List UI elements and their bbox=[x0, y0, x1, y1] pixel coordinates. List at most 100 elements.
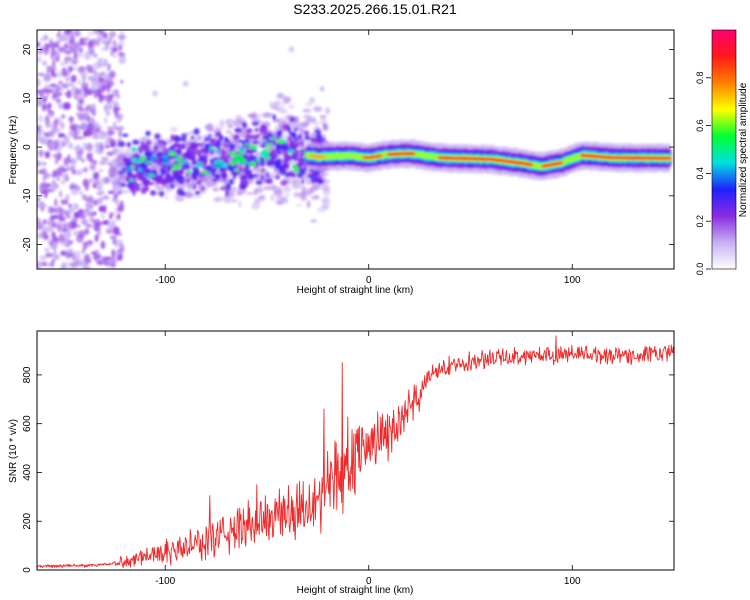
spectral-cell bbox=[262, 140, 268, 143]
spectral-cell bbox=[316, 178, 325, 185]
spectral-cell bbox=[121, 190, 130, 194]
spectral-cell bbox=[260, 144, 266, 148]
spectral-cell bbox=[118, 56, 127, 65]
y-tick-label: 600 bbox=[22, 415, 33, 432]
spectral-cell bbox=[37, 98, 43, 107]
spectral-cell bbox=[55, 168, 63, 177]
spectral-cell bbox=[64, 50, 72, 55]
spectral-cell bbox=[92, 134, 100, 140]
y-tick-label: -10 bbox=[22, 188, 33, 203]
spectral-cell bbox=[233, 134, 240, 140]
spectral-cell bbox=[261, 168, 266, 172]
spectral-cell bbox=[253, 188, 259, 196]
spectral-cell bbox=[117, 213, 121, 220]
spectral-cell bbox=[269, 171, 278, 176]
spectral-cell bbox=[219, 186, 227, 191]
spectral-cell bbox=[183, 166, 191, 170]
spectral-cell bbox=[163, 138, 171, 142]
spectral-cell bbox=[182, 80, 189, 87]
spectral-cell bbox=[313, 106, 323, 112]
spectral-cell bbox=[89, 163, 95, 170]
spectral-cell bbox=[234, 127, 243, 133]
spectral-cell bbox=[96, 192, 103, 196]
spectral-cell bbox=[83, 51, 92, 60]
spectral-cell bbox=[100, 62, 107, 68]
spectral-cell bbox=[82, 241, 88, 250]
spectral-cell bbox=[215, 149, 221, 154]
spectral-cell bbox=[231, 186, 237, 193]
spectral-cell bbox=[92, 199, 99, 206]
spectral-cell bbox=[666, 156, 672, 160]
spectral-cell bbox=[126, 182, 134, 189]
spectral-cell bbox=[62, 45, 67, 54]
spectral-cell bbox=[47, 102, 52, 109]
spectral-cell bbox=[188, 151, 193, 158]
spectral-cell bbox=[49, 215, 54, 220]
spectral-cell bbox=[63, 34, 69, 42]
spectral-cell bbox=[94, 149, 103, 154]
spectral-cell bbox=[192, 161, 197, 165]
spectral-cell bbox=[96, 127, 100, 134]
spectral-cell bbox=[275, 145, 281, 152]
snr-series-line bbox=[37, 335, 674, 569]
spectral-cell bbox=[181, 164, 185, 172]
spectral-cell bbox=[122, 157, 129, 163]
spectral-cell bbox=[64, 57, 68, 65]
spectral-cell bbox=[143, 144, 147, 148]
spectral-cell bbox=[61, 67, 67, 76]
spectral-cell bbox=[66, 90, 72, 99]
spectral-cell bbox=[288, 46, 295, 53]
spectral-cell bbox=[77, 224, 81, 228]
spectral-cell bbox=[208, 133, 212, 139]
spectral-cell bbox=[56, 47, 62, 51]
spectral-cell bbox=[68, 142, 74, 150]
spectral-cell bbox=[89, 108, 96, 114]
spectral-cell bbox=[168, 176, 176, 180]
spectral-cell bbox=[152, 90, 158, 97]
spectral-cell bbox=[116, 179, 121, 187]
spectral-cell bbox=[87, 178, 94, 184]
spectral-cell bbox=[304, 134, 310, 141]
spectral-cell bbox=[103, 79, 110, 87]
spectral-cell bbox=[147, 181, 155, 186]
spectral-cell bbox=[107, 190, 116, 194]
spectral-cell bbox=[214, 174, 221, 180]
spectral-cell bbox=[74, 30, 81, 37]
spectral-cell bbox=[204, 136, 208, 142]
spectral-cell bbox=[214, 160, 224, 165]
spectral-cell bbox=[248, 162, 256, 167]
spectral-cell bbox=[269, 137, 275, 141]
spectral-cell bbox=[80, 262, 88, 269]
spectral-cell bbox=[84, 36, 91, 42]
spectral-cell bbox=[171, 167, 177, 171]
spectral-cell bbox=[254, 121, 259, 126]
spectral-cell bbox=[67, 166, 75, 171]
spectral-cell bbox=[558, 161, 564, 165]
spectral-cell bbox=[37, 218, 41, 222]
spectral-cell bbox=[239, 174, 245, 181]
spectral-cell bbox=[161, 181, 166, 187]
spectral-cell bbox=[168, 145, 176, 152]
spectral-cell bbox=[323, 196, 330, 204]
spectral-cell bbox=[301, 185, 306, 193]
spectral-cell bbox=[187, 156, 194, 161]
spectral-cell bbox=[317, 207, 327, 213]
spectral-cell bbox=[132, 190, 136, 196]
spectral-cell bbox=[227, 191, 235, 195]
spectral-cell bbox=[302, 192, 307, 197]
spectral-cell bbox=[283, 96, 292, 104]
colorbar-gradient bbox=[712, 30, 736, 269]
colorbar-tick-label: 0.6 bbox=[695, 119, 705, 132]
spectral-cell bbox=[196, 180, 202, 185]
spectral-cell bbox=[218, 134, 224, 141]
spectral-cell bbox=[82, 194, 88, 201]
spectral-cell bbox=[231, 198, 237, 203]
snr-panel: -100 0 100 0 200 400 600 800 Height of straigh… bbox=[8, 330, 675, 596]
figure-title: S233.2025.266.15.01.R21 bbox=[293, 1, 457, 17]
spectral-cell bbox=[37, 50, 43, 55]
spectral-cell bbox=[265, 143, 274, 147]
spectral-cell bbox=[163, 177, 171, 185]
spectral-cell bbox=[87, 195, 94, 204]
spectral-cell bbox=[145, 161, 153, 164]
spectral-cell bbox=[105, 111, 111, 117]
